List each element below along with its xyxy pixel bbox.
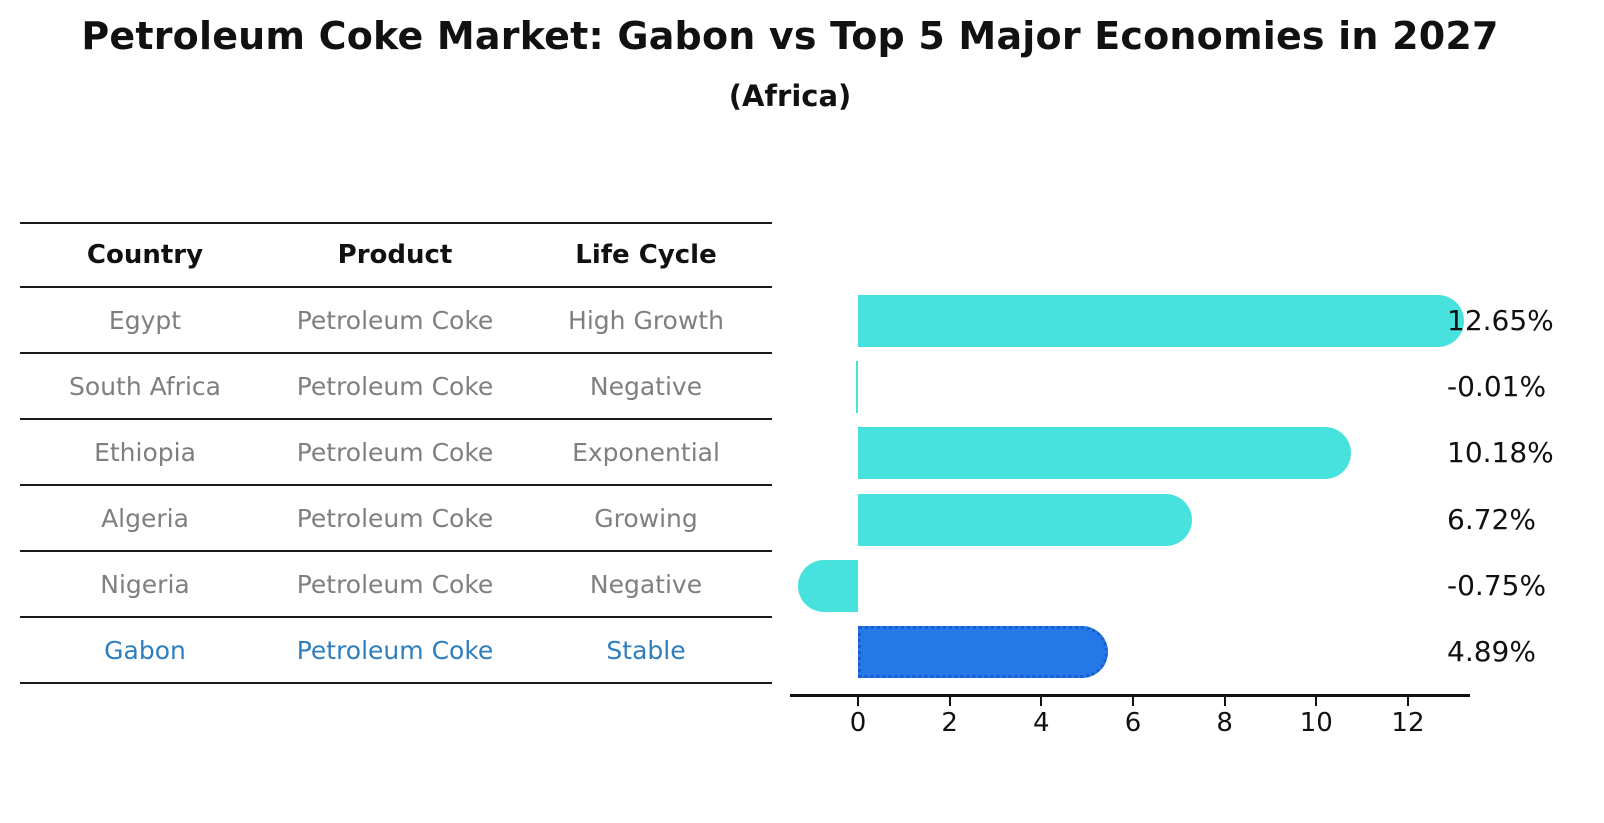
value-label-algeria: 6.72% — [1447, 502, 1536, 536]
cell-product: Petroleum Coke — [296, 503, 494, 533]
table-header-life-cycle: Life Cycle — [575, 240, 717, 270]
value-label-gabon: 4.89% — [1447, 635, 1536, 668]
cell-life_cycle: Stable — [606, 635, 686, 665]
cell-life_cycle: Growing — [594, 503, 698, 533]
table-row-algeria: Algeria Petroleum Coke Growing — [20, 486, 772, 552]
table-header-country: Country — [86, 240, 204, 270]
x-axis-line — [790, 694, 1470, 697]
cell-product: Petroleum Coke — [296, 569, 494, 599]
table-row-ethiopia: Ethiopia Petroleum Coke Exponential — [20, 420, 772, 486]
bar-algeria — [858, 493, 1192, 546]
cell-product: Petroleum Coke — [296, 371, 494, 401]
value-label-nigeria: -0.75% — [1447, 568, 1547, 602]
cell-life_cycle: High Growth — [568, 305, 724, 335]
value-label-egypt: 12.65% — [1447, 304, 1554, 337]
bar-gabon — [858, 626, 1109, 678]
country-info-table: Country Product Life Cycle Egypt Petroleum C… — [20, 222, 772, 684]
x-tick-mark — [1223, 697, 1226, 706]
cell-product: Petroleum Coke — [296, 437, 494, 467]
cell-life_cycle: Negative — [589, 569, 703, 599]
table-header-product: Product — [337, 240, 453, 270]
cell-country: Egypt — [108, 305, 182, 335]
x-tick-mark — [1406, 697, 1409, 706]
x-tick-label: 6 — [1124, 708, 1142, 738]
x-tick-mark — [1131, 697, 1134, 706]
x-tick-label: 4 — [1033, 708, 1050, 738]
x-tick-mark — [1040, 697, 1043, 706]
value-label-ethiopia: 10.18% — [1447, 436, 1554, 470]
chart-title: Petroleum Coke Market: Gabon vs Top 5 Ma… — [81, 14, 1499, 58]
x-tick-label: 8 — [1216, 708, 1233, 738]
bar-nigeria — [797, 559, 858, 612]
bar-egypt — [858, 295, 1464, 347]
cell-product: Petroleum Coke — [296, 635, 494, 665]
bar-ethiopia — [858, 427, 1351, 480]
cell-country: Nigeria — [100, 569, 190, 599]
table-header-row: Country Product Life Cycle — [20, 222, 772, 288]
table-row-nigeria: Nigeria Petroleum Coke Negative — [20, 552, 772, 618]
table-row-south-africa: South Africa Petroleum Coke Negative — [20, 354, 772, 420]
table-row-gabon: Gabon Petroleum Coke Stable — [20, 618, 772, 684]
table-row-egypt: Egypt Petroleum Coke High Growth — [20, 288, 772, 354]
x-tick-label: 2 — [941, 708, 958, 738]
value-label-south-africa: -0.01% — [1447, 370, 1547, 404]
x-tick-label: 10 — [1299, 708, 1333, 738]
cell-country: South Africa — [69, 371, 221, 401]
chart-subtitle: (Africa) — [728, 79, 852, 113]
x-tick-label: 0 — [849, 708, 867, 738]
bar-south-africa — [856, 361, 858, 414]
cell-country: Gabon — [104, 635, 186, 665]
cell-country: Ethiopia — [94, 437, 196, 467]
x-tick-mark — [857, 697, 859, 706]
cell-product: Petroleum Coke — [296, 305, 494, 335]
cell-life_cycle: Negative — [589, 371, 703, 401]
cell-country: Algeria — [101, 503, 189, 533]
x-tick-mark — [948, 697, 951, 706]
cell-life_cycle: Exponential — [572, 437, 720, 467]
x-tick-label: 12 — [1391, 708, 1425, 738]
x-tick-mark — [1315, 697, 1318, 706]
